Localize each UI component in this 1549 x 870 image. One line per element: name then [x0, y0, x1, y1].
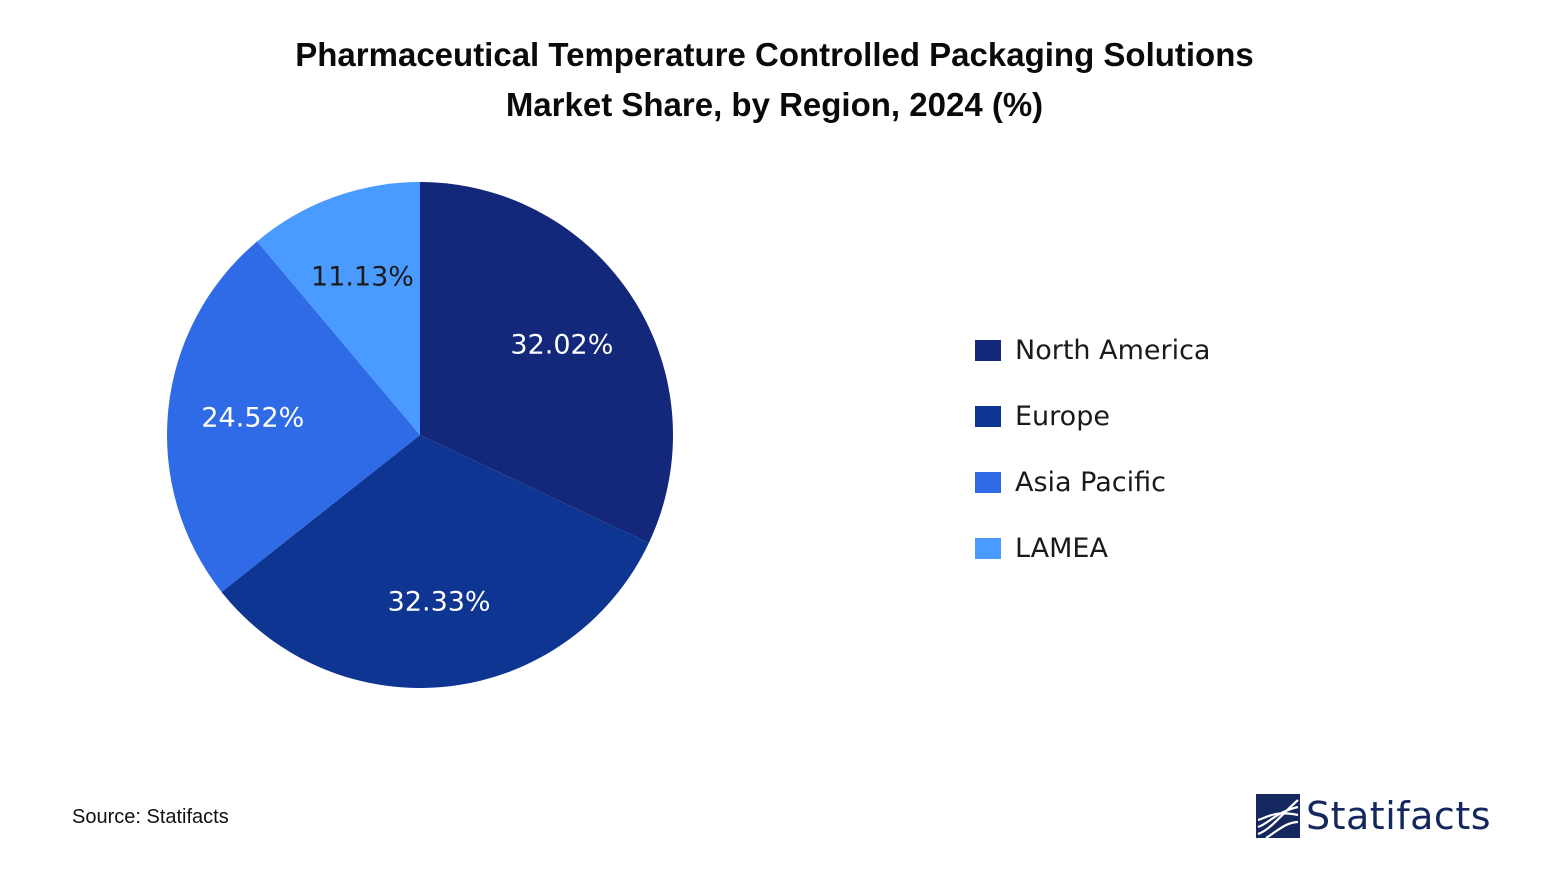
legend-item-europe: Europe	[975, 396, 1210, 436]
source-note: Source: Statifacts	[72, 806, 229, 828]
slice-label-europe: 32.33%	[388, 586, 491, 617]
chart-legend: North America Europe Asia Pacific LAMEA	[975, 330, 1210, 594]
chart-title: Pharmaceutical Temperature Controlled Pa…	[0, 30, 1549, 130]
legend-item-lamea: LAMEA	[975, 528, 1210, 568]
brand-logo: Statifacts	[1256, 794, 1491, 838]
slice-label-north-america: 32.02%	[510, 330, 613, 361]
chart-title-line-2: Market Share, by Region, 2024 (%)	[505, 86, 1044, 123]
pie-slice-europe	[221, 435, 649, 689]
legend-label-asia-pacific: Asia Pacific	[1015, 466, 1166, 498]
legend-label-north-america: North America	[1015, 334, 1211, 366]
chart-title-line-1: Pharmaceutical Temperature Controlled Pa…	[295, 36, 1254, 73]
legend-item-north-america: North America	[975, 330, 1210, 370]
legend-swatch-north-america	[975, 339, 1001, 361]
pie-slice-asia-pacific	[166, 241, 420, 592]
pie-slice-north-america	[420, 182, 674, 544]
statifacts-logo-icon	[1256, 794, 1300, 838]
legend-swatch-europe	[975, 405, 1001, 427]
legend-swatch-lamea	[975, 537, 1001, 559]
legend-swatch-asia-pacific	[975, 471, 1001, 493]
legend-label-europe: Europe	[1015, 400, 1110, 432]
slice-label-asia-pacific: 24.52%	[201, 403, 304, 434]
slice-label-lamea: 11.13%	[311, 262, 414, 293]
legend-item-asia-pacific: Asia Pacific	[975, 462, 1210, 502]
legend-label-lamea: LAMEA	[1015, 532, 1108, 564]
brand-name: Statifacts	[1306, 794, 1492, 838]
pie-slice-lamea	[257, 182, 420, 435]
